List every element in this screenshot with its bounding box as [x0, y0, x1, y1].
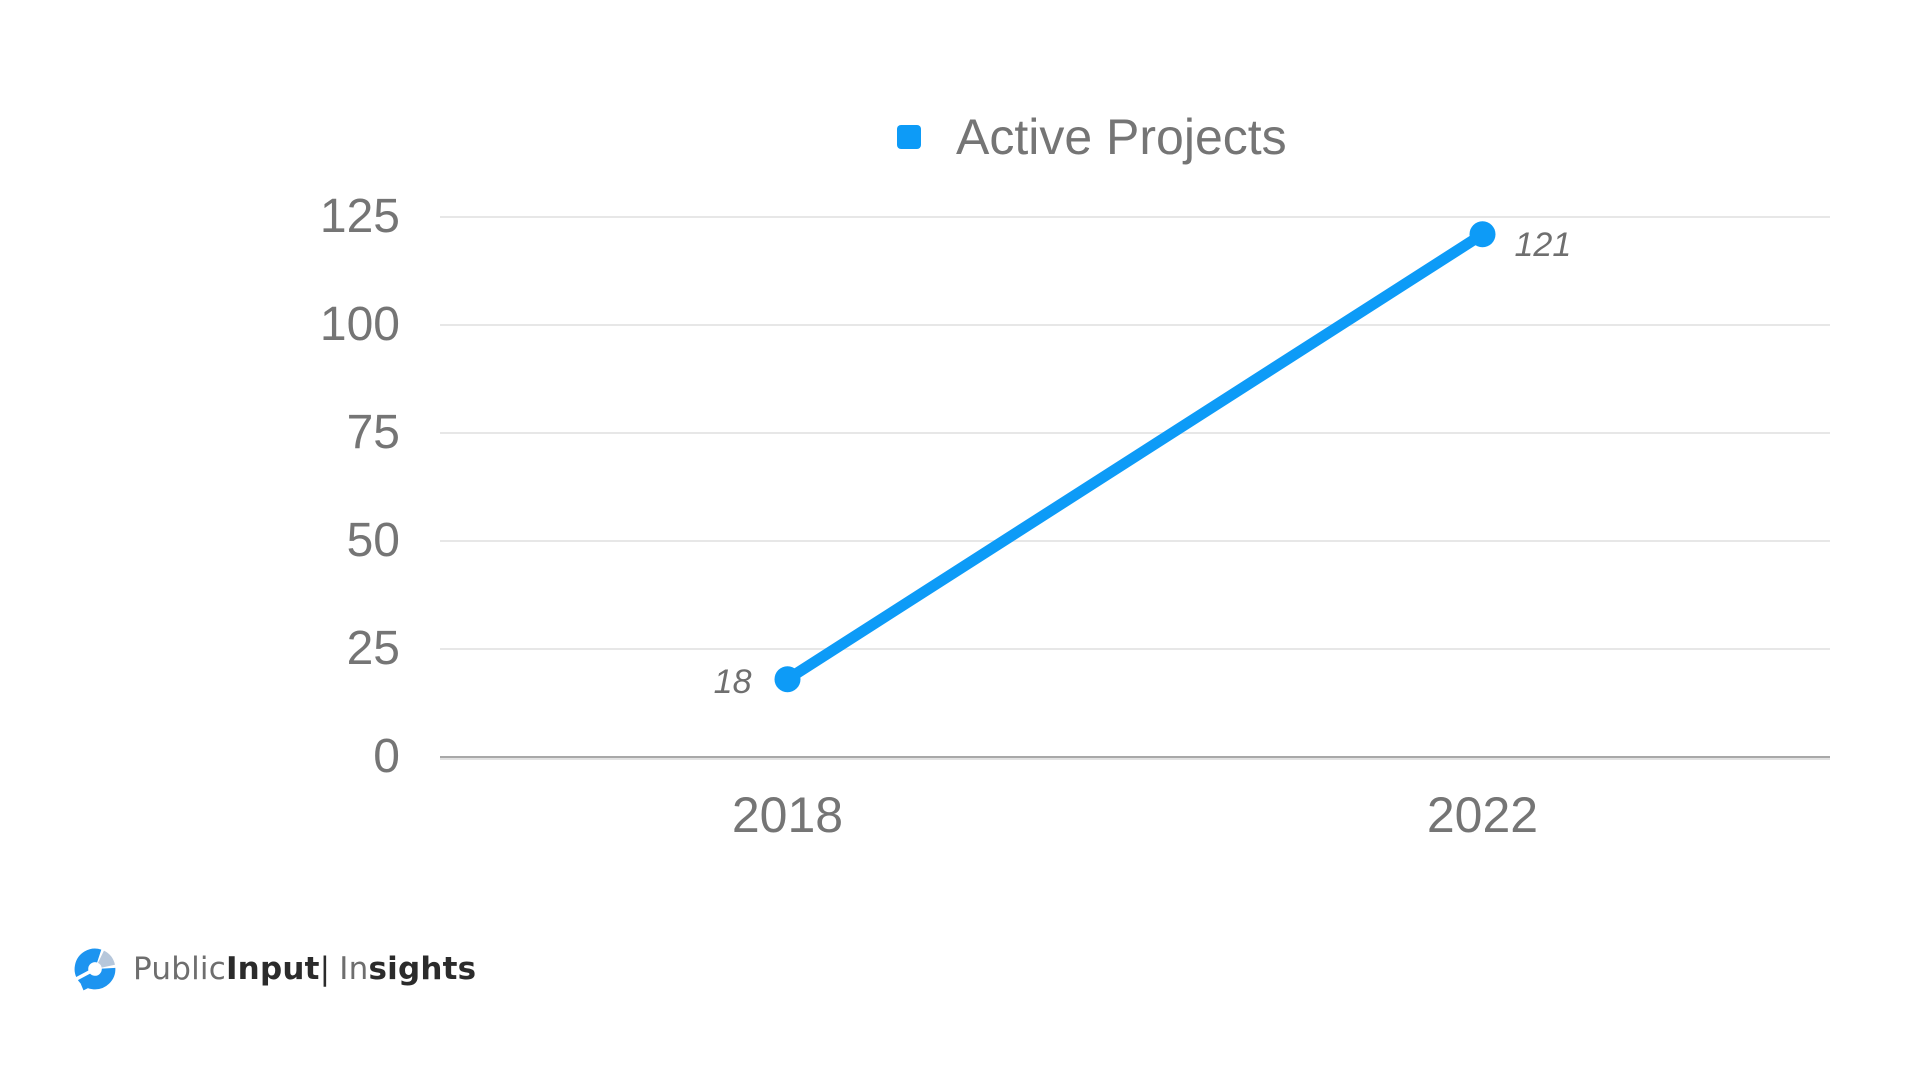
legend-label-active-projects: Active Projects	[956, 109, 1287, 165]
y-axis-tick-label-125: 125	[319, 190, 400, 243]
y-axis-tick-label-25: 25	[346, 622, 400, 675]
logo-text-public: Public	[133, 951, 226, 987]
gridline-25	[440, 648, 1830, 650]
gridline-75	[440, 432, 1830, 434]
publicinput-insights-logo: PublicInput| Insights	[72, 946, 476, 992]
data-point-2018	[774, 666, 801, 693]
y-axis-tick-label-75: 75	[346, 406, 400, 459]
series-line-active-projects	[782, 228, 1488, 685]
y-axis-tick-label-0: 0	[373, 730, 400, 783]
x-axis-tick-label-2022: 2022	[1426, 787, 1539, 843]
gridline-125	[440, 216, 1830, 218]
data-point-2022	[1469, 221, 1496, 248]
data-point-label-2018: 18	[713, 663, 752, 702]
x-axis-tick-label-2018: 2018	[731, 787, 844, 843]
data-point-label-2022: 121	[1514, 226, 1572, 265]
logo-text-sights: sights	[368, 951, 477, 987]
gridline-50	[440, 540, 1830, 542]
logo-wordmark: PublicInput| Insights	[133, 951, 476, 987]
logo-text-pipe: |	[319, 951, 331, 987]
logo-text-input: Input	[225, 951, 320, 987]
gridline-100	[440, 324, 1830, 326]
axis-baseline	[440, 756, 1830, 758]
publicinput-logo-mark	[72, 948, 116, 991]
y-axis-tick-label-50: 50	[346, 514, 400, 567]
logo-text-in: In	[339, 951, 369, 987]
chart-legend[interactable]: Active Projects	[897, 105, 1287, 169]
legend-swatch-active-projects	[897, 125, 921, 149]
y-axis-tick-label-100: 100	[319, 298, 400, 351]
